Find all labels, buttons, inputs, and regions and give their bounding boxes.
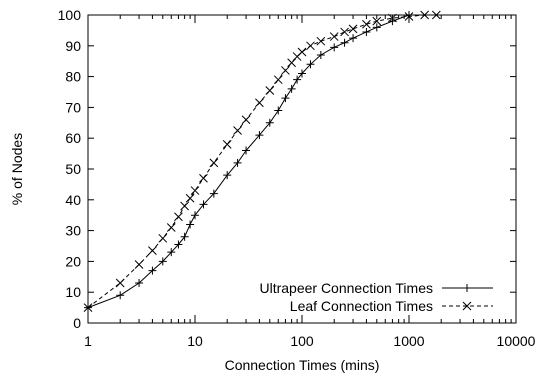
data-point bbox=[199, 200, 208, 209]
y-tick-label: 80 bbox=[65, 69, 81, 85]
y-tick-label: 40 bbox=[65, 192, 81, 208]
data-point bbox=[148, 266, 157, 275]
y-tick-label: 60 bbox=[65, 130, 81, 146]
data-point bbox=[148, 246, 157, 255]
series-leaf bbox=[83, 10, 441, 312]
y-tick-label: 0 bbox=[73, 315, 81, 331]
x-tick-label: 10 bbox=[187, 333, 203, 349]
data-point bbox=[135, 278, 144, 287]
legend-marker bbox=[463, 284, 471, 292]
data-point bbox=[180, 201, 189, 211]
data-point bbox=[316, 51, 325, 60]
series-layer bbox=[83, 10, 441, 312]
data-point bbox=[287, 84, 296, 93]
data-point bbox=[158, 233, 168, 243]
data-point bbox=[255, 98, 264, 108]
data-point bbox=[241, 115, 251, 125]
data-point bbox=[298, 69, 306, 78]
data-point bbox=[116, 291, 125, 300]
data-point bbox=[209, 189, 218, 198]
data-point bbox=[222, 140, 232, 149]
data-point bbox=[166, 223, 176, 232]
y-axis-ticks: 0 10 20 30 40 50 60 70 80 90 100 bbox=[58, 7, 516, 331]
data-point bbox=[273, 75, 283, 85]
data-point bbox=[265, 118, 274, 127]
plot-frame bbox=[87, 14, 517, 324]
data-point bbox=[330, 43, 339, 52]
data-point bbox=[316, 36, 326, 46]
data-point bbox=[223, 171, 232, 180]
x-tick-label: 1000 bbox=[393, 333, 424, 349]
x-tick-label: 100 bbox=[290, 333, 314, 349]
y-tick-label: 70 bbox=[65, 99, 81, 115]
data-point bbox=[306, 60, 315, 69]
data-point bbox=[233, 158, 242, 167]
series-line bbox=[87, 14, 437, 308]
data-point bbox=[306, 41, 315, 51]
legend-label: Leaf Connection Times bbox=[290, 298, 433, 314]
data-point bbox=[274, 106, 283, 115]
data-point bbox=[199, 173, 208, 183]
data-point bbox=[242, 146, 251, 155]
y-axis-label: % of Nodes bbox=[9, 133, 25, 205]
data-point bbox=[362, 19, 371, 29]
data-point bbox=[348, 24, 358, 34]
y-tick-label: 30 bbox=[65, 223, 81, 239]
x-tick-label: 10000 bbox=[497, 333, 536, 349]
y-tick-label: 10 bbox=[65, 284, 81, 300]
data-point bbox=[233, 126, 242, 135]
data-point bbox=[209, 158, 219, 168]
data-point bbox=[293, 75, 302, 84]
legend: Ultrapeer Connection Times Leaf Connectio… bbox=[259, 280, 493, 314]
data-point bbox=[158, 257, 167, 266]
data-point bbox=[167, 248, 176, 257]
data-point bbox=[340, 27, 349, 37]
series-ultrapeer bbox=[84, 11, 413, 312]
legend-label: Ultrapeer Connection Times bbox=[259, 280, 433, 296]
series-line bbox=[87, 14, 410, 309]
data-point bbox=[180, 232, 189, 241]
data-point bbox=[174, 212, 183, 222]
data-point bbox=[362, 27, 371, 36]
y-tick-label: 20 bbox=[65, 253, 81, 269]
data-point bbox=[185, 193, 195, 203]
data-point bbox=[190, 186, 200, 195]
data-point bbox=[372, 23, 381, 32]
data-point bbox=[115, 278, 125, 288]
x-axis-ticks: 1 10 100 1000 10000 bbox=[84, 15, 536, 349]
x-tick-label: 1 bbox=[84, 333, 92, 349]
data-point bbox=[404, 12, 414, 21]
data-point bbox=[186, 220, 195, 229]
x-axis-label: Connection Times (mins) bbox=[225, 357, 380, 373]
data-point bbox=[174, 240, 183, 249]
y-tick-label: 90 bbox=[65, 38, 81, 54]
data-point bbox=[340, 38, 349, 47]
data-point bbox=[191, 211, 199, 220]
data-point bbox=[281, 66, 290, 75]
data-point bbox=[281, 94, 290, 103]
legend-marker bbox=[462, 301, 472, 311]
data-point bbox=[255, 131, 264, 140]
y-tick-label: 50 bbox=[65, 161, 81, 177]
data-point bbox=[349, 34, 358, 43]
data-point bbox=[265, 86, 275, 95]
data-point bbox=[372, 16, 382, 26]
data-point bbox=[134, 260, 144, 269]
data-point bbox=[297, 47, 307, 57]
data-point bbox=[329, 32, 339, 41]
y-tick-label: 100 bbox=[58, 7, 82, 23]
